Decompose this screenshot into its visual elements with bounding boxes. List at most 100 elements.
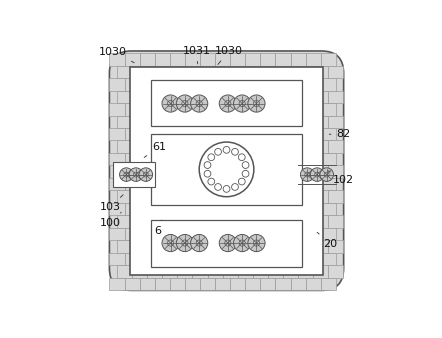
Circle shape [162, 235, 179, 251]
Bar [321, 203, 336, 215]
Bar [253, 191, 268, 203]
Bar [110, 178, 125, 191]
Bar [223, 116, 238, 128]
Bar [185, 78, 200, 91]
Bar [306, 228, 321, 240]
Bar [208, 240, 223, 253]
Bar [306, 103, 321, 116]
Bar [223, 166, 238, 178]
Bar [110, 53, 125, 66]
Bar [132, 166, 147, 178]
Bar [185, 153, 200, 166]
Bar [170, 178, 185, 191]
Text: 1030: 1030 [215, 46, 243, 65]
Bar [200, 53, 215, 66]
Bar [192, 240, 208, 253]
Text: 20: 20 [317, 232, 338, 248]
Bar [230, 128, 245, 141]
Circle shape [223, 186, 230, 192]
Bar [306, 128, 321, 141]
Bar [117, 215, 132, 228]
Bar [290, 203, 306, 215]
Bar [215, 128, 230, 141]
Bar [132, 91, 147, 103]
Circle shape [176, 235, 194, 251]
Circle shape [215, 184, 221, 190]
Bar [200, 253, 215, 265]
Bar [110, 128, 125, 141]
Bar [155, 203, 170, 215]
Bar [155, 278, 170, 290]
Bar [147, 265, 162, 278]
Bar [185, 203, 200, 215]
Bar [298, 91, 313, 103]
Bar [192, 265, 208, 278]
Bar [328, 240, 343, 253]
Bar [208, 116, 223, 128]
Bar [200, 128, 215, 141]
Bar [260, 253, 275, 265]
Bar [298, 265, 313, 278]
Bar [132, 191, 147, 203]
Bar [110, 253, 125, 265]
Bar [147, 191, 162, 203]
Bar [117, 166, 132, 178]
Bar [140, 53, 155, 66]
Bar [110, 228, 125, 240]
Bar [162, 191, 177, 203]
Bar [268, 91, 283, 103]
Bar [230, 228, 245, 240]
Bar [290, 178, 306, 191]
Bar [290, 53, 306, 66]
Bar [192, 66, 208, 78]
Bar [125, 103, 140, 116]
Bar [283, 91, 298, 103]
Circle shape [310, 168, 324, 182]
Bar [268, 240, 283, 253]
Bar [321, 278, 336, 290]
Bar [290, 128, 306, 141]
Bar [117, 141, 132, 153]
Bar [260, 203, 275, 215]
Bar [275, 78, 290, 91]
Bar [283, 215, 298, 228]
Bar [147, 66, 162, 78]
Text: 103: 103 [100, 195, 123, 212]
Bar [117, 191, 132, 203]
Bar [275, 153, 290, 166]
Circle shape [232, 148, 238, 155]
Bar [245, 103, 260, 116]
Bar [268, 66, 283, 78]
Bar [200, 278, 215, 290]
Bar [132, 265, 147, 278]
Bar [238, 166, 253, 178]
Bar [162, 141, 177, 153]
Bar [208, 91, 223, 103]
Bar [268, 265, 283, 278]
Bar [155, 228, 170, 240]
Bar [253, 141, 268, 153]
Bar [321, 128, 336, 141]
Text: 1031: 1031 [183, 46, 210, 64]
Circle shape [204, 170, 211, 177]
Bar [253, 116, 268, 128]
Bar [245, 228, 260, 240]
Bar [125, 128, 140, 141]
Bar [200, 153, 215, 166]
Bar [298, 240, 313, 253]
Bar [117, 265, 132, 278]
Bar [260, 278, 275, 290]
Bar [268, 191, 283, 203]
Text: 82: 82 [329, 129, 351, 139]
Bar [208, 166, 223, 178]
Bar [110, 278, 125, 290]
Bar [147, 116, 162, 128]
Bar [298, 116, 313, 128]
Circle shape [242, 162, 249, 168]
Bar [298, 166, 313, 178]
Bar [185, 228, 200, 240]
Bar [245, 153, 260, 166]
Bar [260, 78, 275, 91]
Bar [200, 228, 215, 240]
Circle shape [238, 178, 245, 185]
